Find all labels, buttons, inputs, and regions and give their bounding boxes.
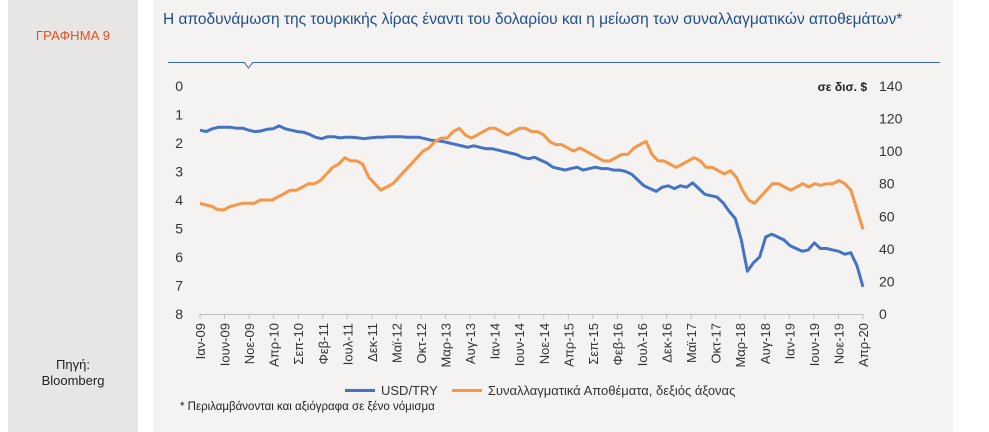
x-axis-tick-label: Δεκ-11 <box>365 323 380 362</box>
x-axis-tick-label: Ιουλ-11 <box>340 323 355 365</box>
x-axis-tick-label: Δεκ-16 <box>660 323 675 363</box>
left-axis-tick-label: 1 <box>175 107 183 123</box>
x-axis-tick-label: Οκτ-17 <box>709 323 724 364</box>
right-axis-tick-label: 140 <box>879 78 903 94</box>
x-axis-tick-label: Απρ-15 <box>561 323 576 367</box>
right-axis-title: σε δισ. $ <box>818 80 868 94</box>
right-axis-tick-label: 120 <box>879 111 903 127</box>
series-line-reserves <box>199 126 865 230</box>
left-axis-tick-label: 3 <box>175 164 183 180</box>
right-axis-tick-label: 20 <box>879 273 895 289</box>
chart-footnote: * Περιλαμβάνονται και αξιόγραφα σε ξένο … <box>180 401 435 413</box>
x-axis-tick-label: Αυγ-18 <box>758 323 773 364</box>
left-axis-tick-label: 4 <box>175 192 183 208</box>
left-axis-tick-label: 5 <box>175 221 183 237</box>
title-divider <box>168 62 940 63</box>
left-axis-tick-label: 6 <box>175 249 183 265</box>
right-axis-tick-label: 100 <box>879 143 903 159</box>
chart-title: Η αποδυνάμωση της τουρκικής λίρας έναντι… <box>163 11 903 28</box>
x-axis-tick-label: Φεβ-11 <box>316 323 331 364</box>
series-line-usd-try <box>199 124 865 288</box>
x-axis-tick-label: Ιουλ-16 <box>635 323 650 366</box>
x-axis-tick-label: Απρ-20 <box>856 323 871 367</box>
chart-legend: USD/TRY Συναλλαγματικά Αποθέματα, δεξιός… <box>345 381 749 399</box>
x-axis-tick-label: Ιαν-19 <box>782 323 797 359</box>
x-axis-tick-label: Ιουν-09 <box>218 323 233 366</box>
x-axis-tick-label: Μαρ-18 <box>733 323 748 368</box>
right-axis-tick-label: 80 <box>879 176 895 192</box>
chart-panel <box>153 0 953 432</box>
divider-caret-icon <box>244 62 253 69</box>
source-note: Πηγή: Bloomberg <box>8 357 138 389</box>
left-axis-tick-label: 8 <box>175 306 183 322</box>
x-axis-tick-label: Μαϊ-12 <box>389 323 404 363</box>
x-axis-tick-label: Ιαν-14 <box>488 323 503 359</box>
x-axis-tick-label: Νοε-14 <box>537 323 552 364</box>
x-axis-tick-label: Απρ-10 <box>267 323 282 367</box>
right-axis-tick-label: 0 <box>879 306 887 322</box>
chart-number-label: ΓΡΑΦΗΜΑ 9 <box>35 28 111 43</box>
right-axis-tick-label: 40 <box>879 241 895 257</box>
source-name: Bloomberg <box>41 373 105 388</box>
x-axis-tick-label: Ιουν-14 <box>512 323 527 366</box>
legend-swatch-reserves <box>451 388 482 392</box>
left-axis-tick-label: 7 <box>175 278 183 294</box>
x-axis-tick-label: Μαϊ-17 <box>684 323 699 363</box>
left-axis-tick-label: 2 <box>175 135 183 151</box>
x-axis-tick-label: Φεβ-16 <box>610 323 625 365</box>
x-axis-tick-label: Μαρ-13 <box>439 323 454 368</box>
sidebar-panel: ΓΡΑΦΗΜΑ 9 Πηγή: Bloomberg <box>8 0 138 432</box>
x-axis-tick-label: Νοε-09 <box>242 323 257 364</box>
x-axis-tick-label: Νοε-19 <box>831 323 846 364</box>
x-axis-tick-label: Αυγ-13 <box>463 323 478 364</box>
legend-label-reserves: Συναλλαγματικά Αποθέματα, δεξιός άξονας <box>487 382 736 398</box>
right-axis-tick-label: 60 <box>879 208 895 224</box>
x-axis-tick-label: Σεπ-10 <box>291 323 306 365</box>
legend-item-usd-try: USD/TRY <box>345 383 438 398</box>
left-axis-tick-label: 0 <box>175 78 183 94</box>
x-axis-tick-label: Ιουν-19 <box>807 323 822 366</box>
legend-item-reserves: Συναλλαγματικά Αποθέματα, δεξιός άξονας <box>451 382 736 398</box>
legend-label-usd-try: USD/TRY <box>381 382 438 398</box>
x-axis-tick-label: Σεπ-15 <box>586 323 601 365</box>
x-axis-tick-label: Οκτ-12 <box>414 323 429 364</box>
source-label: Πηγή: <box>56 357 90 372</box>
legend-swatch-usd-try <box>345 388 375 392</box>
x-axis-tick-label: Ιαν-09 <box>193 323 208 359</box>
